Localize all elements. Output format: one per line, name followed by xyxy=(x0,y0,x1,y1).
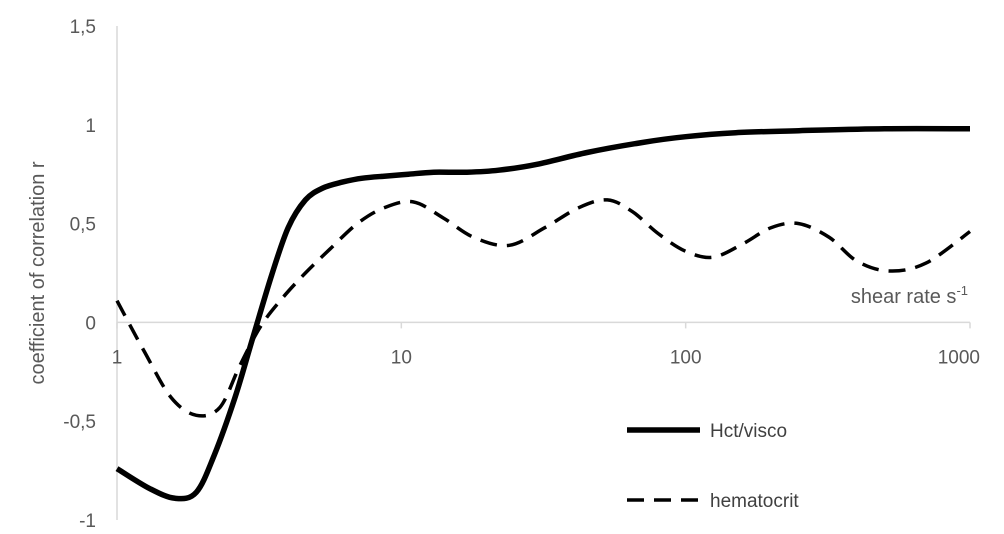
y-tick-label: -0,5 xyxy=(63,412,96,433)
labels-layer: 1,5 1 0,5 0 -0,5 -1 1 10 100 1000 coefficient of c… xyxy=(27,17,980,532)
x-axis-title: shear rate s-1 xyxy=(851,283,968,308)
y-tick-label: 1,5 xyxy=(70,17,96,38)
series-line-hct-visco xyxy=(115,125,971,502)
series-line-hematocrit xyxy=(115,198,972,418)
y-tick-label: 0 xyxy=(85,313,96,334)
x-tick-label: 1000 xyxy=(938,347,980,368)
x-tick-label: 100 xyxy=(670,347,702,368)
y-tick-label: 1 xyxy=(85,116,96,137)
series-layer xyxy=(115,125,972,502)
y-tick-label: 0,5 xyxy=(70,215,96,236)
axes xyxy=(116,26,971,520)
x-tick-label: 1 xyxy=(112,347,123,368)
y-tick-label: -1 xyxy=(79,511,96,532)
x-tick-label: 10 xyxy=(391,347,412,368)
legend-label-hct-visco: Hct/visco xyxy=(710,421,787,442)
legend-label-hematocrit: hematocrit xyxy=(710,491,799,512)
legend: Hct/visco hematocrit xyxy=(627,421,799,512)
y-axis-title: coefficient of correlation r xyxy=(27,161,49,384)
